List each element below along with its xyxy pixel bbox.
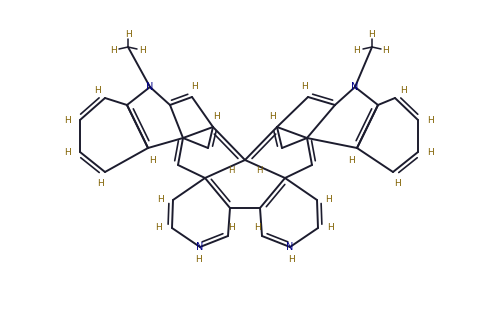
Text: H: H xyxy=(229,222,235,231)
Text: H: H xyxy=(150,155,156,164)
Text: H: H xyxy=(301,82,308,91)
Text: H: H xyxy=(156,223,163,232)
Text: H: H xyxy=(214,112,220,121)
Text: H: H xyxy=(428,147,435,156)
Text: H: H xyxy=(138,45,145,54)
Text: H: H xyxy=(326,196,332,205)
Text: H: H xyxy=(94,86,100,95)
Text: H: H xyxy=(382,45,389,54)
Text: H: H xyxy=(125,29,132,39)
Text: H: H xyxy=(158,196,164,205)
Text: H: H xyxy=(97,179,104,188)
Text: H: H xyxy=(64,116,70,125)
Text: H: H xyxy=(428,116,435,125)
Text: H: H xyxy=(289,256,296,265)
Text: H: H xyxy=(354,45,360,54)
Text: H: H xyxy=(327,223,334,232)
Text: H: H xyxy=(270,112,276,121)
Text: H: H xyxy=(401,86,408,95)
Text: H: H xyxy=(191,82,198,91)
Text: H: H xyxy=(194,256,201,265)
Text: H: H xyxy=(349,155,355,164)
Text: H: H xyxy=(395,179,401,188)
Text: H: H xyxy=(255,222,261,231)
Text: H: H xyxy=(228,166,234,175)
Text: H: H xyxy=(369,29,376,39)
Text: N: N xyxy=(352,82,359,92)
Text: N: N xyxy=(146,82,154,92)
Text: N: N xyxy=(286,242,294,252)
Text: H: H xyxy=(109,45,116,54)
Text: N: N xyxy=(196,242,204,252)
Text: H: H xyxy=(256,166,262,175)
Text: H: H xyxy=(64,147,70,156)
